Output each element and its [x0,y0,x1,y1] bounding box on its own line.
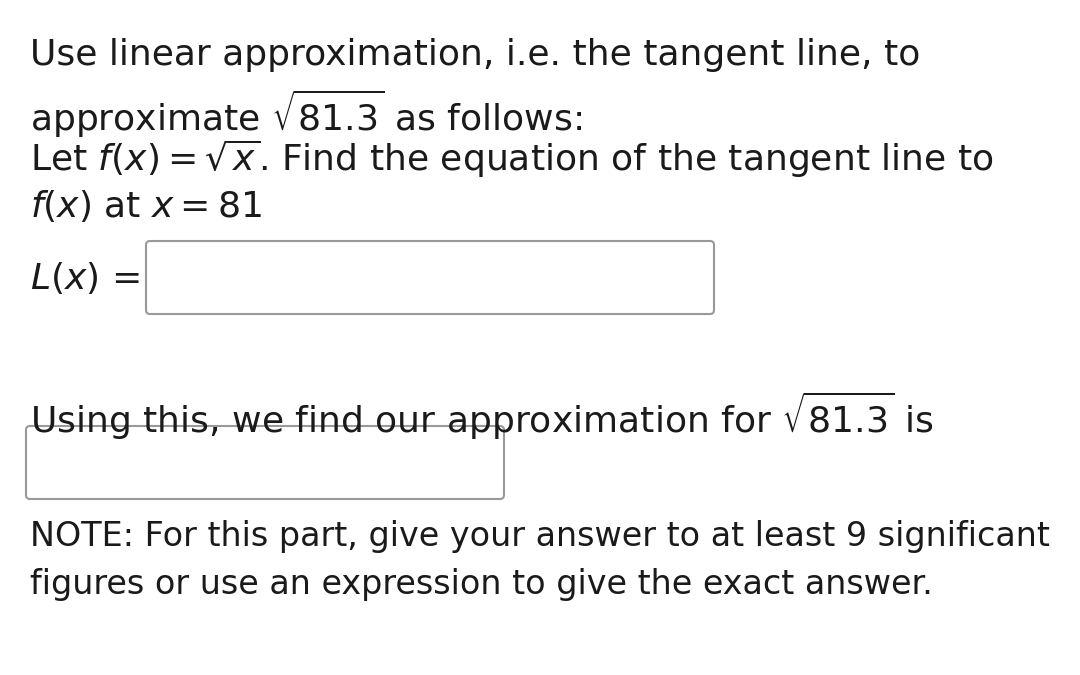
Text: Using this, we find our approximation for $\sqrt{81.3}$ is: Using this, we find our approximation fo… [30,390,933,442]
Text: Let $f(x) = \sqrt{x}$. Find the equation of the tangent line to: Let $f(x) = \sqrt{x}$. Find the equation… [30,138,994,180]
Text: figures or use an expression to give the exact answer.: figures or use an expression to give the… [30,568,933,601]
Text: approximate $\sqrt{81.3}$ as follows:: approximate $\sqrt{81.3}$ as follows: [30,88,582,140]
Text: NOTE: For this part, give your answer to at least 9 significant: NOTE: For this part, give your answer to… [30,520,1050,553]
Text: $L(x)$ =: $L(x)$ = [30,260,139,296]
FancyBboxPatch shape [146,241,714,314]
Text: $f(x)$ at $x = 81$: $f(x)$ at $x = 81$ [30,188,261,224]
Text: Use linear approximation, i.e. the tangent line, to: Use linear approximation, i.e. the tange… [30,38,920,72]
FancyBboxPatch shape [26,426,504,499]
